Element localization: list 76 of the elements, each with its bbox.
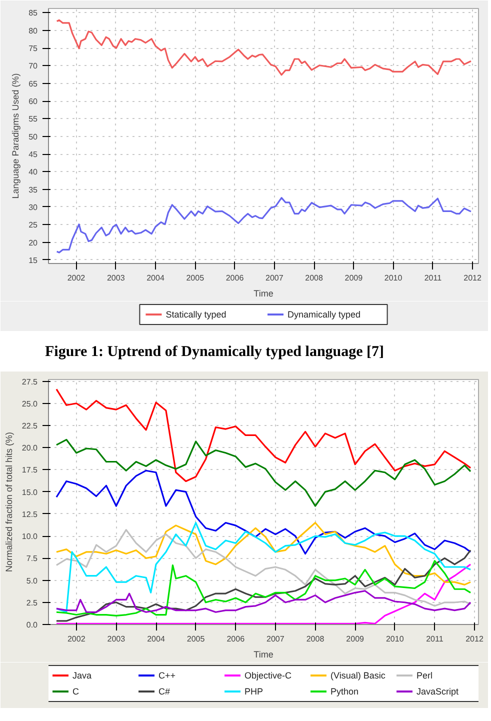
x-tick-label: 2005	[186, 634, 206, 644]
y-tick-label: 70	[28, 62, 38, 71]
x-axis-title: Time	[254, 288, 274, 298]
x-tick-label: 2007	[266, 274, 284, 282]
x-tick-label: 2002	[67, 634, 86, 644]
legend-label: Python	[330, 686, 359, 696]
y-tick-label: 27.5	[22, 377, 38, 386]
x-tick-label: 2003	[106, 274, 126, 282]
y-tick-label: 85	[28, 8, 38, 18]
x-tick-label: 2005	[186, 274, 205, 282]
line-series	[56, 549, 472, 622]
y-tick-label: 15	[28, 256, 38, 265]
y-tick-label: 50	[28, 132, 38, 142]
legend-label: C	[72, 686, 80, 696]
x-tick-label: 2011	[424, 274, 442, 282]
y-tick-label: 15.0	[22, 488, 38, 497]
caption: Figure 1: Uptrend of Dynamically typed language [7]	[45, 343, 384, 362]
x-tick-label: 2006	[226, 274, 244, 282]
y-axis-title: Normalized fraction of total hits (%)	[4, 432, 14, 572]
x-axis-title: Time	[254, 650, 274, 660]
line-series	[56, 470, 472, 555]
line-series	[56, 590, 472, 613]
y-tick-label: 2.5	[26, 598, 38, 608]
y-axis-title: Language Paradigms Used (%)	[10, 73, 21, 199]
y-tick-label: 55	[28, 114, 38, 124]
x-tick-label: 2011	[426, 634, 444, 644]
x-tick-label: 2009	[346, 634, 365, 644]
y-tick-label: 30	[28, 202, 38, 212]
legend-label: JavaScript	[416, 686, 460, 696]
y-tick-label: 35	[28, 185, 38, 194]
y-tick-label: 40	[28, 168, 38, 177]
y-tick-label: 7.5	[26, 554, 38, 564]
y-tick-label: 20	[28, 238, 38, 248]
line-series	[56, 388, 472, 482]
x-tick-label: 2004	[147, 634, 166, 644]
y-tick-label: 25	[28, 220, 38, 230]
x-tick-label: 2008	[305, 274, 324, 282]
legend-label: Dynamically typed	[288, 310, 361, 320]
line-series	[56, 19, 472, 76]
legend-label: C++	[158, 670, 176, 680]
y-tick-label: 25.0	[22, 399, 38, 408]
line-series	[56, 197, 472, 254]
x-tick-label: 2006	[226, 634, 246, 644]
y-tick-label: 20.0	[22, 444, 38, 453]
legend-label: (Visual) Basic	[330, 670, 386, 680]
x-tick-label: 2010	[384, 274, 403, 282]
x-tick-label: 2002	[67, 274, 86, 282]
x-tick-label: 2012	[466, 634, 484, 644]
x-tick-label: 2010	[386, 634, 404, 644]
y-tick-label: 60	[28, 97, 38, 106]
x-tick-label: 2008	[306, 634, 325, 644]
line-series	[56, 522, 472, 586]
line-series	[56, 564, 472, 624]
legend-label: C#	[158, 686, 170, 696]
y-tick-label: 0.0	[26, 620, 38, 630]
line-series	[56, 438, 472, 507]
y-tick-label: 17.5	[22, 466, 38, 475]
y-tick-label: 80	[28, 26, 38, 36]
y-tick-label: 22.5	[22, 421, 38, 430]
y-tick-label: 12.5	[22, 510, 38, 519]
y-tick-label: 10.0	[22, 532, 38, 542]
y-tick-label: 5.0	[26, 576, 38, 586]
x-tick-label: 2004	[146, 274, 165, 282]
x-tick-label: 2012	[464, 274, 482, 282]
line-series	[56, 560, 472, 616]
legend-label: Java	[72, 670, 92, 680]
x-tick-label: 2009	[344, 274, 364, 282]
x-tick-label: 2003	[107, 634, 126, 644]
legend-label: PHP	[244, 686, 264, 696]
legend-label: Objective-C	[244, 670, 292, 680]
y-tick-label: 75	[28, 44, 38, 54]
legend-label: Perl	[416, 670, 433, 680]
y-tick-label: 65	[28, 79, 38, 88]
y-tick-label: 45	[28, 150, 38, 160]
legend-label: Statically typed	[166, 310, 226, 320]
x-tick-label: 2007	[266, 634, 285, 644]
